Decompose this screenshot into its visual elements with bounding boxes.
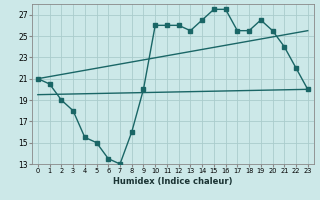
X-axis label: Humidex (Indice chaleur): Humidex (Indice chaleur) bbox=[113, 177, 233, 186]
